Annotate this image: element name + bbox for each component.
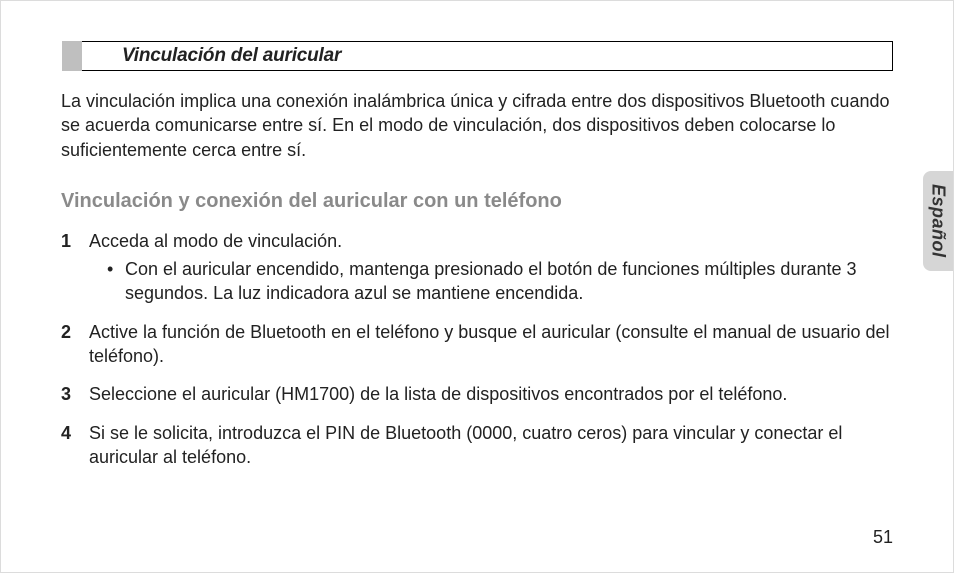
step-item: Si se le solicita, introduzca el PIN de … [61, 421, 893, 470]
step-text: Si se le solicita, introduzca el PIN de … [89, 423, 842, 467]
section-header: Vinculación del auricular [81, 41, 893, 71]
step-sub-item: Con el auricular encendido, mantenga pre… [107, 257, 893, 306]
steps-list: Acceda al modo de vinculación. Con el au… [61, 229, 893, 469]
section-tab-block [62, 41, 82, 71]
step-item: Seleccione el auricular (HM1700) de la l… [61, 382, 893, 406]
step-text: Seleccione el auricular (HM1700) de la l… [89, 384, 787, 404]
intro-paragraph: La vinculación implica una conexión inal… [61, 89, 893, 162]
manual-page: Vinculación del auricular La vinculación… [0, 0, 954, 573]
step-sublist: Con el auricular encendido, mantenga pre… [107, 257, 893, 306]
subsection-heading: Vinculación y conexión del auricular con… [61, 190, 893, 213]
section-title: Vinculación del auricular [82, 45, 341, 67]
step-text: Acceda al modo de vinculación. [89, 231, 342, 251]
page-number: 51 [873, 527, 893, 548]
step-item: Acceda al modo de vinculación. Con el au… [61, 229, 893, 306]
language-tab-label: Español [928, 184, 949, 258]
step-text: Active la función de Bluetooth en el tel… [89, 322, 890, 366]
language-tab: Español [923, 171, 953, 271]
step-item: Active la función de Bluetooth en el tel… [61, 320, 893, 369]
